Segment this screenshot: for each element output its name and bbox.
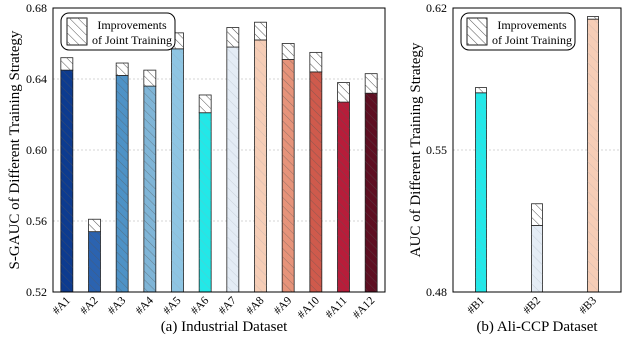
improvement-hatch [116, 63, 129, 76]
panel-b-chart: 0.48 0.55 0.62 #B1 #B2 #B3 AUC of Different Tr… [408, 1, 622, 335]
plot-frame [452, 7, 622, 293]
bar-hatch [254, 39, 267, 293]
legend-box [60, 12, 176, 51]
x-tick-label: #A2 [78, 294, 101, 317]
improvement-hatch [475, 87, 487, 93]
y-tick-label: 0.62 [426, 1, 447, 15]
improvement-hatch [60, 57, 73, 71]
y-tick-label: 0.48 [426, 285, 447, 299]
bar-hatch [116, 75, 129, 292]
x-tick-label: #A3 [106, 294, 129, 317]
y-tick-label: 0.68 [26, 1, 47, 15]
bar-hatch [226, 47, 239, 292]
legend-label-line1: Improvements [97, 18, 167, 32]
x-tick-label: #A10 [295, 294, 322, 321]
improvement-hatch [199, 94, 212, 113]
x-tick-label: #B3 [577, 294, 599, 316]
improvement-hatch [587, 16, 599, 20]
improvement-hatch [88, 219, 101, 232]
x-tick-label: #B1 [465, 294, 487, 316]
panel-subtitle: (a) Industrial Dataset [161, 319, 288, 335]
bar-hatch [60, 70, 73, 292]
x-tick-label: #A12 [351, 294, 378, 321]
legend-box [460, 12, 576, 51]
x-tick-label: #A7 [216, 294, 239, 317]
improvement-hatch [254, 22, 267, 40]
x-tick-label: #B2 [521, 294, 543, 316]
improvement-hatch [365, 73, 378, 94]
y-axis-label: S-GAUC of Different Training Strategy [7, 30, 23, 269]
bar-hatch [587, 19, 599, 293]
panel-a-chart: 0.520.560.600.640.68#A1 #A2 #A3 #A4 #A5 #A6 #A… [7, 1, 386, 335]
legend-label-line1: Improvements [497, 18, 567, 32]
bar-hatch [88, 231, 101, 292]
bar-hatch [171, 48, 184, 293]
improvement-hatch [226, 27, 239, 48]
bar-hatch [475, 92, 487, 293]
bar-hatch [282, 59, 295, 292]
x-tick-label: #A1 [50, 294, 73, 317]
bar-hatch [143, 86, 156, 292]
legend-swatch-hatch [67, 18, 87, 45]
x-tick-label: #A9 [272, 294, 295, 317]
y-tick-label: 0.64 [26, 72, 47, 86]
improvement-hatch [309, 52, 322, 72]
x-tick-label: #A5 [161, 294, 184, 317]
bar-hatch [309, 71, 322, 293]
improvement-hatch [282, 43, 295, 60]
plot-frame [52, 7, 386, 293]
legend-label-line2: of Joint Training [492, 33, 572, 47]
improvement-hatch [143, 70, 156, 87]
y-tick-label: 0.55 [426, 143, 447, 157]
y-tick-label: 0.52 [26, 285, 47, 299]
y-tick-label: 0.56 [26, 214, 47, 228]
legend-swatch-hatch [467, 18, 487, 45]
y-tick-label: 0.60 [26, 143, 47, 157]
bar-hatch [337, 102, 350, 292]
bar-hatch [365, 93, 378, 292]
legend-label-line2: of Joint Training [92, 33, 172, 47]
x-tick-label: #A4 [133, 294, 156, 317]
panel-subtitle: (b) Ali-CCP Dataset [476, 319, 598, 335]
x-tick-label: #A6 [189, 294, 212, 317]
y-axis-label: AUC of Different Training Strategy [408, 42, 424, 257]
bar-hatch [531, 225, 543, 292]
bar-hatch [199, 112, 212, 292]
improvement-hatch [531, 203, 543, 226]
improvement-hatch [337, 82, 350, 103]
x-tick-label: #A8 [244, 294, 267, 317]
x-tick-label: #A11 [323, 294, 349, 320]
